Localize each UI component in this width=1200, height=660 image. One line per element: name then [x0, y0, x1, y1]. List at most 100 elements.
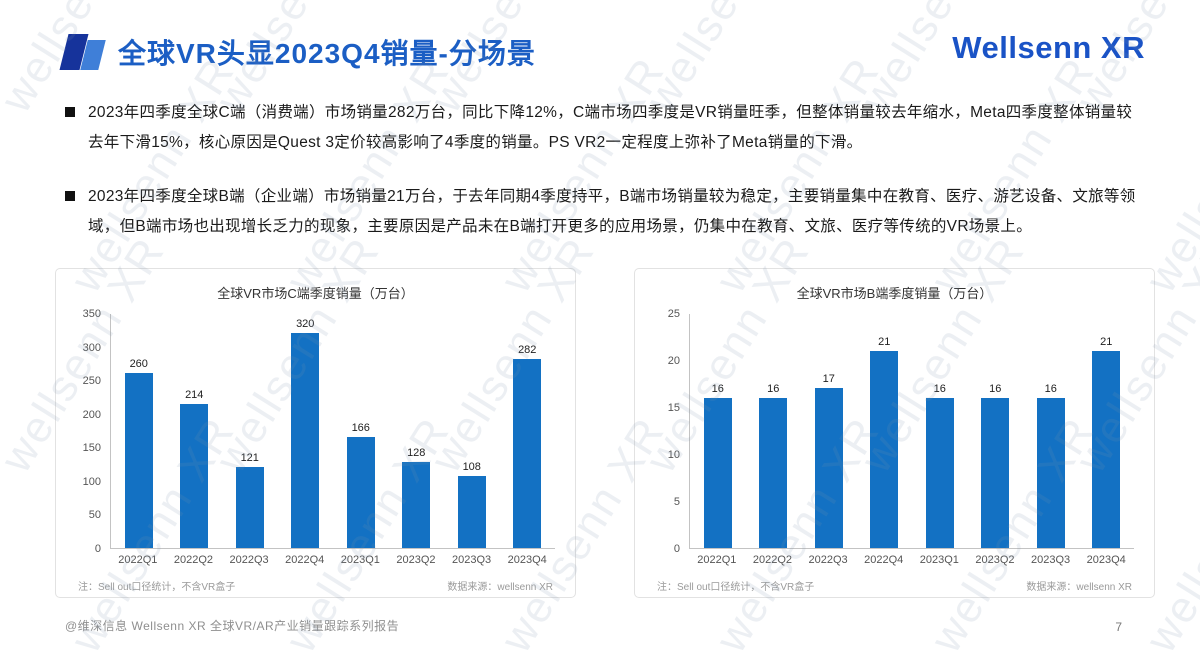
bar	[180, 404, 209, 548]
chart-body: 0 50 100 150 200 250 300 350 260 214 121 320 166 128…	[76, 308, 555, 555]
chart-title: 全球VR市场B端季度销量（万台）	[796, 286, 993, 301]
page-number: 7	[1115, 620, 1122, 634]
bar	[235, 466, 264, 548]
chart-body: 0 5 10 15 20 25 16 16 17 21 16 16 16 21	[655, 308, 1134, 555]
bullet-text: 2023年四季度全球B端（企业端）市场销量21万台，于去年同期4季度持平，B端市…	[88, 188, 1136, 236]
bar-group: 128	[394, 447, 438, 548]
bar	[1036, 397, 1065, 548]
bar-value-label: 16	[711, 382, 724, 395]
bar-group: 16	[918, 383, 962, 548]
bar	[513, 358, 542, 548]
bar	[291, 333, 320, 548]
bullet-item-c-end: 2023年四季度全球C端（消费端）市场销量282万台，同比下降12%，C端市场四…	[65, 98, 1143, 158]
y-tick-label: 20	[667, 355, 680, 367]
bar	[870, 350, 899, 548]
chart-notes: 注：Sell out口径统计，不含VR盒子 数据来源：wellsenn XR	[655, 578, 1134, 593]
brand-logo: Wellsenn XR	[952, 30, 1145, 65]
bar-value-label: 320	[296, 318, 315, 331]
footer-report-title: @维深信息 Wellsenn XR 全球VR/AR产业销量跟踪系列报告	[65, 619, 400, 633]
bar-group: 21	[862, 336, 906, 548]
x-tick-label: 2022Q3	[229, 554, 269, 566]
bar	[981, 397, 1010, 548]
y-tick-label: 350	[82, 308, 101, 320]
y-axis: 0 5 10 15 20 25	[655, 308, 689, 555]
bar-value-label: 16	[767, 382, 780, 395]
y-tick-label: 200	[82, 408, 101, 421]
x-axis: 2022Q1 2022Q2 2022Q3 2022Q4 2023Q1 2023Q2 2023…	[689, 549, 1134, 566]
x-tick-label: 2022Q1	[697, 554, 737, 566]
note-caliber: 注：Sell out口径统计，不含VR盒子	[78, 582, 236, 593]
x-tick-label: 2022Q2	[752, 554, 793, 566]
bar	[814, 388, 843, 548]
bar	[703, 397, 732, 548]
bullet-square-icon	[65, 107, 75, 117]
bar	[402, 462, 431, 548]
x-tick-label: 2022Q1	[118, 554, 158, 566]
watermark-text: wellsenn XR	[491, 48, 675, 301]
bar-value-label: 16	[989, 382, 1002, 395]
y-tick-label: 300	[82, 341, 101, 354]
bar-group: 166	[339, 422, 383, 548]
bar-value-label: 166	[351, 421, 370, 434]
note-caliber: 注：Sell out口径统计，不含VR盒子	[657, 582, 815, 593]
watermark-text: wellsenn XR	[1136, 49, 1200, 301]
bar-group: 282	[505, 344, 549, 548]
y-tick-label: 15	[667, 402, 680, 414]
y-tick-label: 100	[82, 475, 101, 488]
watermark-text: wellsenn XR	[706, 48, 890, 301]
bar-group: 17	[807, 373, 851, 548]
y-tick-label: 0	[94, 543, 101, 555]
x-tick-label: 2023Q1	[340, 554, 380, 566]
chart-panel-c-end: 全球VR市场C端季度销量（万台） 0 50 100 150 200 250 300 350 2…	[55, 268, 576, 598]
x-tick-label: 2023Q3	[1030, 554, 1071, 566]
x-axis: 2022Q1 2022Q2 2022Q3 2022Q4 2023Q1 2023Q2 2023…	[110, 549, 555, 566]
chart-title: 全球VR市场C端季度销量（万台）	[217, 286, 414, 301]
bar	[457, 475, 486, 548]
y-tick-label: 0	[673, 543, 680, 555]
x-tick-label: 2023Q4	[1086, 554, 1126, 566]
bar-group: 16	[973, 383, 1017, 548]
bar	[759, 397, 788, 548]
header: 全球VR头显2023Q4销量-分场景 Wellsenn XR	[59, 30, 1145, 78]
bar-group: 21	[1084, 336, 1128, 548]
note-source: 数据来源：wellsenn XR	[447, 582, 553, 593]
chart-panel-b-end: 全球VR市场B端季度销量（万台） 0 5 10 15 20 25 16 16 17 21 16 16…	[634, 268, 1155, 598]
bar	[925, 397, 954, 548]
y-tick-label: 250	[82, 375, 101, 388]
bar	[1092, 350, 1121, 548]
y-tick-label: 25	[667, 308, 680, 320]
x-tick-label: 2022Q4	[864, 554, 904, 566]
y-tick-label: 150	[82, 442, 101, 455]
y-axis: 0 50 100 150 200 250 300 350	[76, 308, 110, 555]
bar-group: 121	[228, 452, 272, 548]
title-accent-icon	[59, 34, 108, 72]
bullet-square-icon	[65, 191, 75, 201]
x-tick-label: 2022Q3	[808, 554, 848, 566]
x-tick-label: 2023Q3	[451, 554, 492, 566]
bar-group: 16	[1029, 383, 1073, 548]
bar-value-label: 21	[1100, 335, 1113, 348]
plot-area: 260 214 121 320 166 128 108 282	[110, 314, 555, 549]
x-tick-label: 2022Q4	[285, 554, 325, 566]
bar-value-label: 121	[240, 451, 259, 464]
y-tick-label: 10	[667, 449, 680, 461]
bar-value-label: 282	[518, 343, 537, 356]
chart-notes: 注：Sell out口径统计，不含VR盒子 数据来源：wellsenn XR	[76, 578, 555, 593]
bar-group: 108	[450, 460, 494, 548]
bar-group: 16	[751, 383, 795, 548]
y-tick-label: 5	[673, 496, 680, 508]
y-tick-label: 50	[88, 509, 101, 522]
bar-group: 214	[172, 389, 216, 548]
bar-value-label: 108	[462, 460, 481, 473]
bar-value-label: 128	[407, 447, 426, 460]
bar-value-label: 214	[185, 389, 204, 402]
bar-value-label: 16	[933, 382, 946, 395]
x-tick-label: 2023Q2	[396, 554, 436, 566]
note-source: 数据来源：wellsenn XR	[1026, 582, 1132, 593]
watermark-text: wellsenn XR	[61, 48, 245, 301]
watermark-text: wellsenn XR	[921, 48, 1105, 301]
bar-group: 260	[117, 358, 161, 548]
plot-area: 16 16 17 21 16 16 16 21	[689, 314, 1134, 549]
bar-value-label: 17	[822, 373, 835, 386]
